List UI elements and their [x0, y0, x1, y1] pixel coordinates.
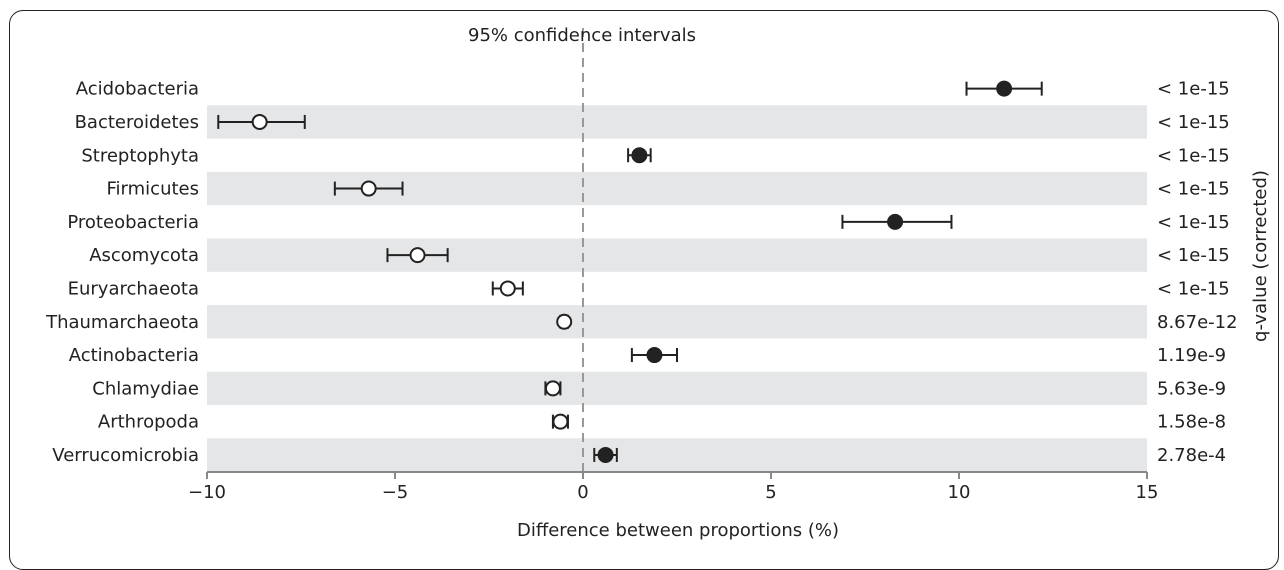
- q-value-label: < 1e-15: [1157, 212, 1230, 233]
- category-label: Euryarchaeota: [68, 278, 199, 299]
- x-tick-label: 0: [577, 482, 588, 503]
- estimate-point: [556, 313, 573, 330]
- row-band: [207, 305, 1147, 339]
- category-labels: Acidobacteria Bacteroidetes Streptophyta Fi…: [45, 79, 199, 466]
- category-label: Thaumarchaeota: [45, 312, 199, 333]
- chart-title: 95% confidence intervals: [468, 25, 696, 46]
- x-axis-label: Difference between proportions (%): [517, 520, 839, 541]
- estimate-point: [409, 247, 426, 264]
- data-row: [630, 347, 678, 364]
- q-value-label: 1.19e-9: [1157, 345, 1226, 366]
- estimate-point: [631, 147, 648, 164]
- q-value-label: < 1e-15: [1157, 245, 1230, 266]
- estimate-point: [887, 213, 904, 230]
- data-row: [491, 280, 524, 297]
- row-band: [207, 371, 1147, 405]
- data-row: [627, 147, 652, 164]
- q-value-label: < 1e-15: [1157, 179, 1230, 200]
- data-row: [551, 413, 569, 430]
- data-row: [841, 213, 953, 230]
- data-rows: [217, 80, 1043, 463]
- q-value-label: < 1e-15: [1157, 79, 1230, 100]
- q-value-label: 2.78e-4: [1157, 445, 1226, 466]
- estimate-point: [597, 446, 614, 463]
- q-value-label: < 1e-15: [1157, 112, 1230, 133]
- category-label: Acidobacteria: [76, 79, 199, 100]
- row-band: [207, 238, 1147, 272]
- estimate-point: [499, 280, 516, 297]
- data-row: [556, 313, 573, 330]
- x-tick-label: −10: [188, 482, 226, 503]
- row-band: [207, 105, 1147, 139]
- estimate-point: [552, 413, 569, 430]
- estimate-point: [251, 113, 268, 130]
- category-label: Streptophyta: [81, 145, 199, 166]
- data-row: [333, 180, 404, 197]
- category-label: Chlamydiae: [92, 378, 199, 399]
- data-row: [217, 113, 306, 130]
- estimate-point: [544, 380, 561, 397]
- category-label: Verrucomicrobia: [52, 445, 199, 466]
- q-value-label: < 1e-15: [1157, 145, 1230, 166]
- x-tick-label: −5: [382, 482, 409, 503]
- x-tick-label: 5: [765, 482, 776, 503]
- estimate-point: [996, 80, 1013, 97]
- category-label: Arthropoda: [98, 412, 199, 433]
- forest-plot: Acidobacteria Bacteroidetes Streptophyta Fi…: [45, 25, 1271, 541]
- x-axis: −10 −5 0 5 10 15: [188, 471, 1159, 503]
- q-value-label: < 1e-15: [1157, 278, 1230, 299]
- row-band: [207, 438, 1147, 472]
- category-label: Actinobacteria: [69, 345, 199, 366]
- data-row: [544, 380, 562, 397]
- q-value-label: 8.67e-12: [1157, 312, 1238, 333]
- x-tick-label: 10: [948, 482, 971, 503]
- row-bands: [207, 105, 1147, 472]
- category-label: Proteobacteria: [67, 212, 199, 233]
- q-value-labels: < 1e-15 < 1e-15 < 1e-15 < 1e-15 < 1e-15 < 1e-…: [1157, 79, 1238, 466]
- category-label: Ascomycota: [89, 245, 199, 266]
- x-tick-label: 15: [1136, 482, 1159, 503]
- category-label: Bacteroidetes: [75, 112, 199, 133]
- category-label: Firmicutes: [107, 179, 199, 200]
- q-value-label: 5.63e-9: [1157, 378, 1226, 399]
- q-value-axis-label: q-value (corrected): [1250, 170, 1271, 342]
- data-row: [386, 247, 449, 264]
- q-value-label: 1.58e-8: [1157, 412, 1226, 433]
- estimate-point: [360, 180, 377, 197]
- data-row: [965, 80, 1043, 97]
- estimate-point: [646, 347, 663, 364]
- data-row: [593, 446, 618, 463]
